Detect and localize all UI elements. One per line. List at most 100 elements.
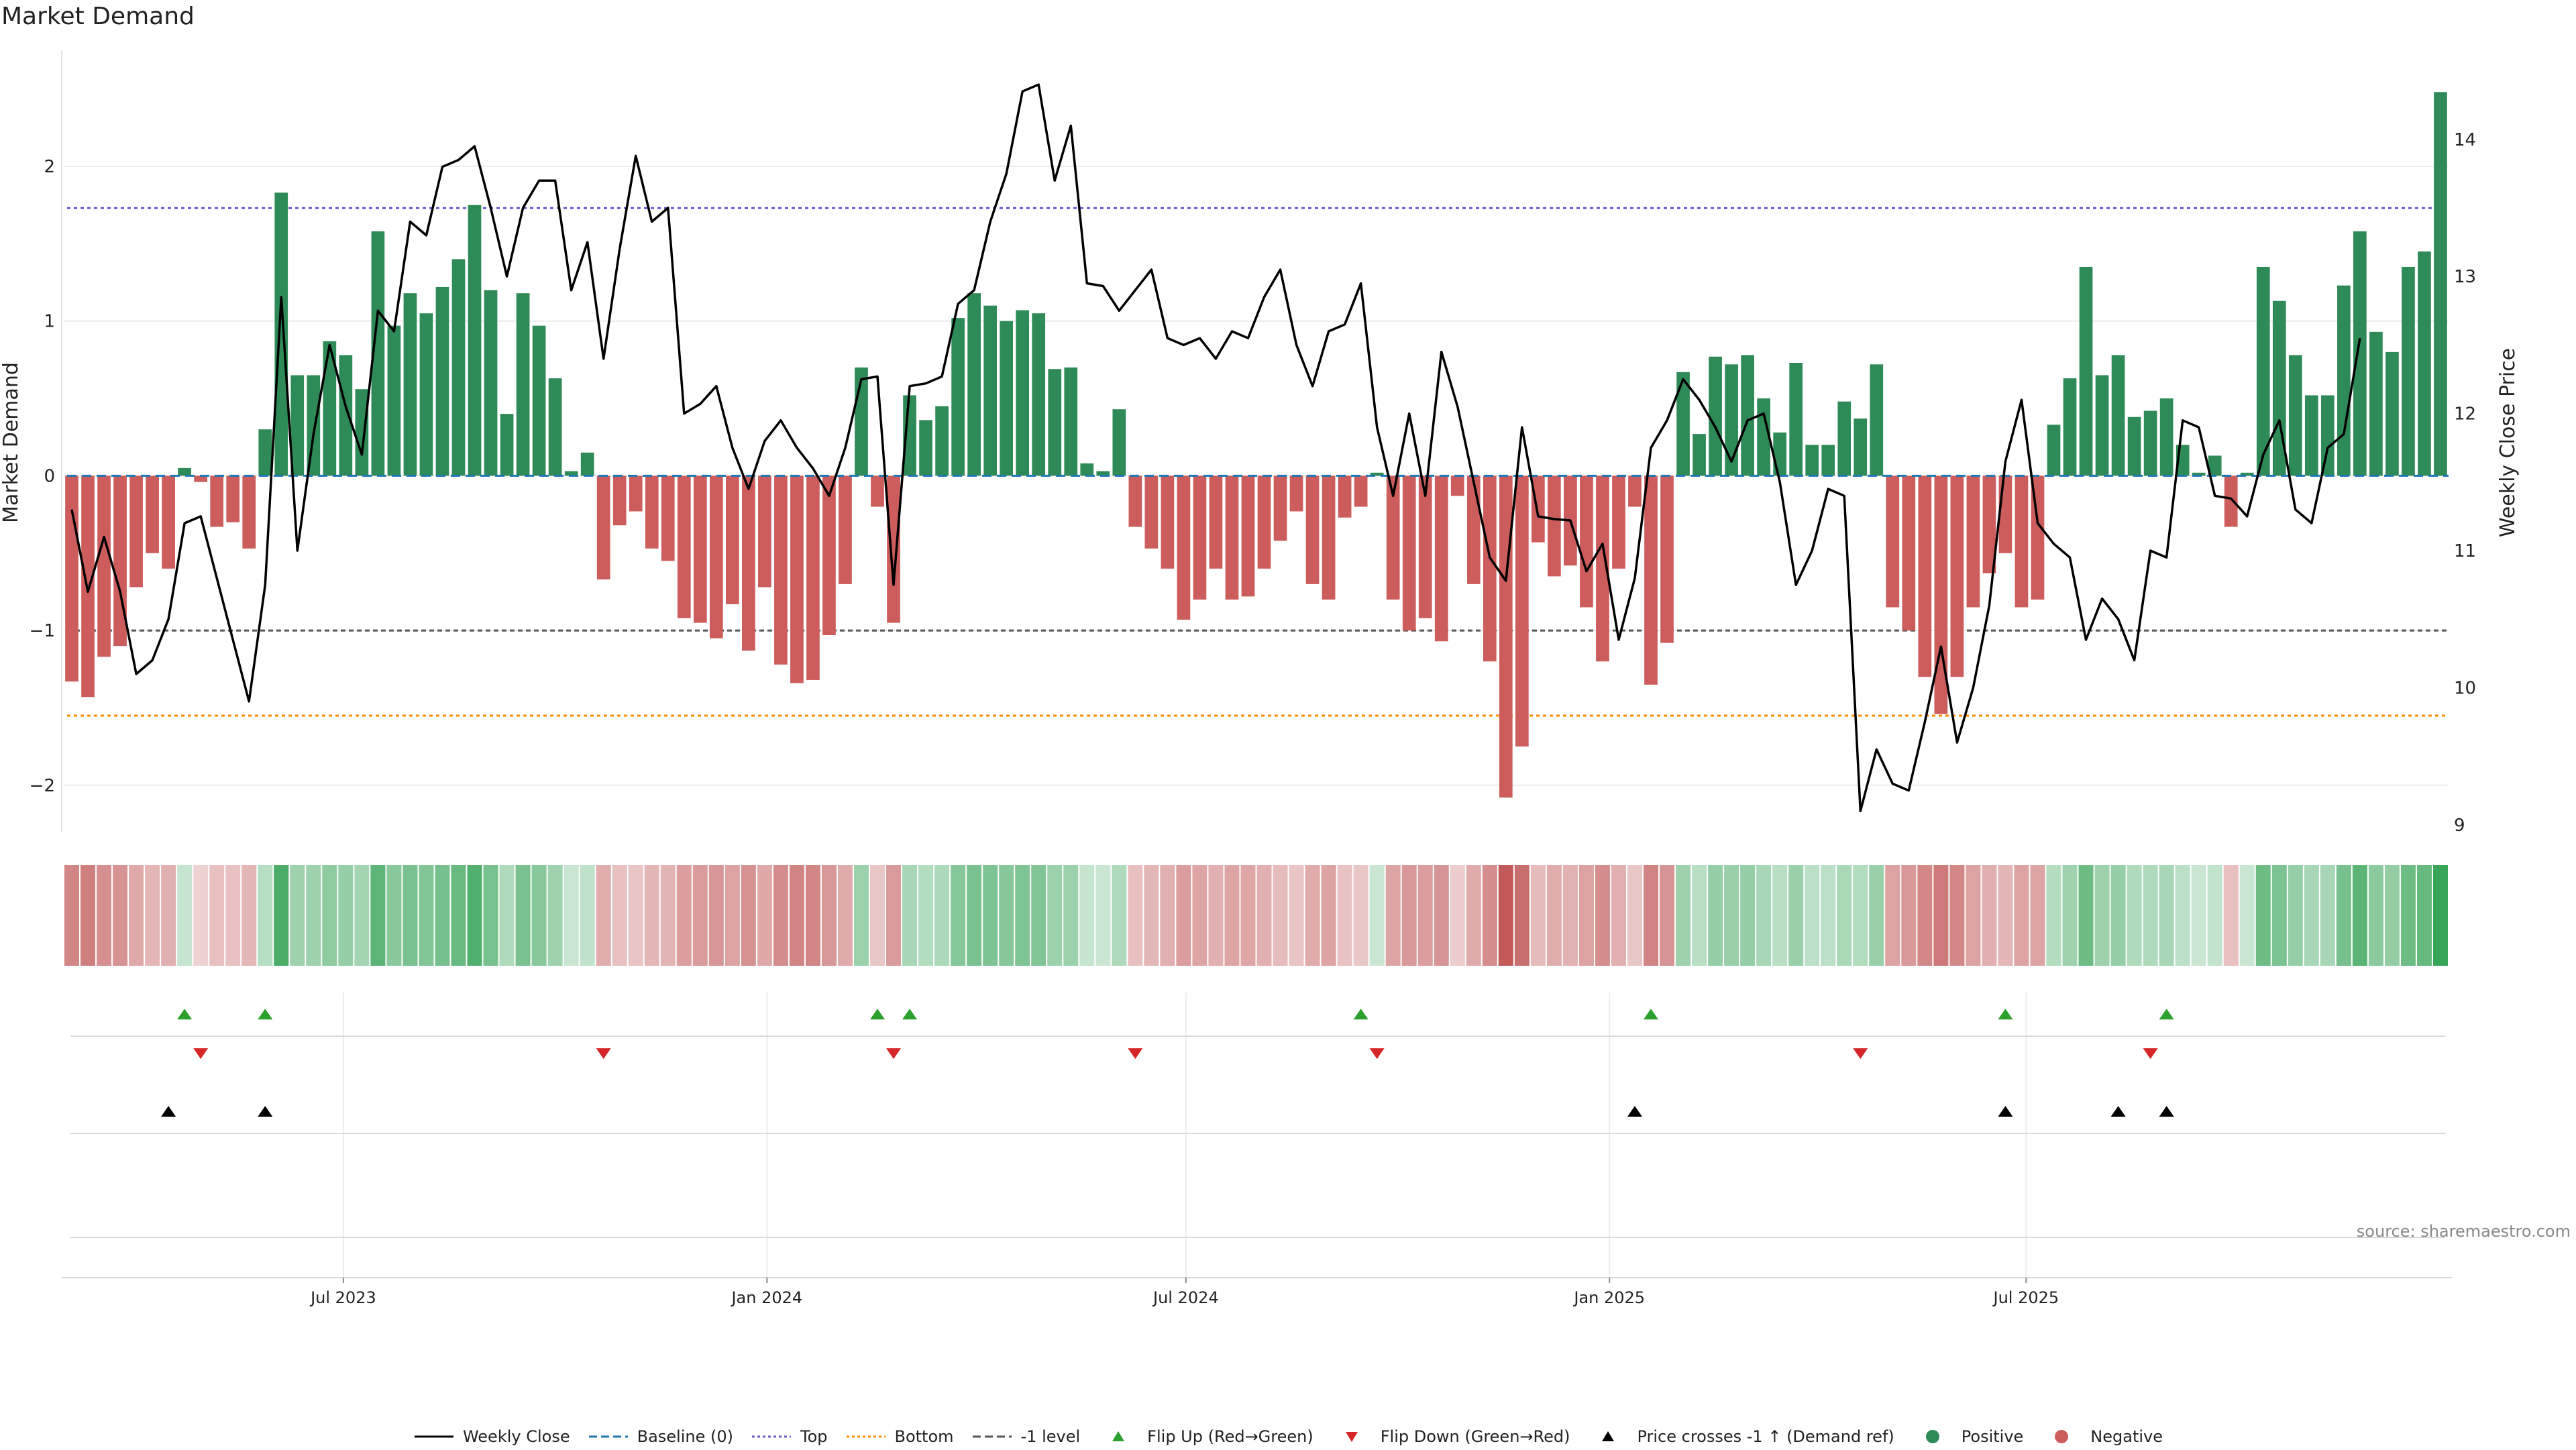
heat-cell — [2255, 865, 2271, 966]
legend-label: Bottom — [894, 1427, 954, 1446]
heat-cell — [2384, 865, 2400, 966]
legend-item-minus1: -1 level — [971, 1427, 1080, 1446]
demand-bar — [822, 476, 836, 636]
demand-bar — [419, 313, 433, 476]
demand-bar — [162, 476, 175, 569]
demand-bar — [967, 293, 981, 476]
heat-cell — [1224, 865, 1240, 966]
heat-cell — [2175, 865, 2190, 966]
demand-bar — [1854, 419, 1868, 476]
heat-cell — [1063, 865, 1079, 966]
demand-bar — [2079, 266, 2093, 476]
heat-cell — [1466, 865, 1481, 966]
heat-cell — [1353, 865, 1368, 966]
heat-cell — [1176, 865, 1191, 966]
demand-bar — [887, 476, 900, 623]
demand-bar — [2159, 398, 2174, 476]
demand-bar — [709, 476, 723, 638]
flip-up-marker — [870, 1009, 885, 1019]
heat-cell — [1643, 865, 1659, 966]
demand-bar — [1032, 313, 1046, 476]
heat-cell — [692, 865, 708, 966]
demand-bar — [1725, 364, 1738, 476]
flip-up-marker — [902, 1009, 918, 1019]
heat-cell — [467, 865, 482, 966]
demand-bar — [1741, 355, 1754, 476]
x-tick-label: Jul 2025 — [1992, 1288, 2059, 1307]
heat-cell — [2094, 865, 2110, 966]
heat-cell — [2207, 865, 2222, 966]
heat-cell — [902, 865, 918, 966]
heat-cell — [1611, 865, 1626, 966]
price-cross-marker — [2159, 1106, 2174, 1117]
y-tick-label: −2 — [30, 776, 55, 796]
demand-bar — [839, 476, 852, 584]
demand-bar — [97, 476, 111, 657]
heat-cell — [1530, 865, 1546, 966]
heat-cell — [1160, 865, 1175, 966]
legend-item-price: Weekly Close — [413, 1427, 570, 1446]
demand-bar — [1064, 367, 1078, 476]
heat-cell — [1708, 865, 1723, 966]
demand-bar — [612, 476, 627, 526]
demand-bar — [774, 476, 788, 665]
chart-legend: Weekly Close Baseline (0) Top Bottom -1 leve… — [0, 1423, 2576, 1450]
heat-cell — [660, 865, 676, 966]
demand-bar — [1580, 476, 1593, 608]
legend-symbol-icon — [1587, 1429, 1629, 1445]
heat-cell — [1514, 865, 1529, 966]
demand-bar — [1096, 471, 1110, 476]
heat-cell — [1982, 865, 1997, 966]
heat-cell — [1853, 865, 1868, 966]
legend-label: Flip Down (Green→Red) — [1380, 1427, 1570, 1446]
heat-cell — [805, 865, 820, 966]
demand-bar — [629, 476, 643, 512]
demand-bar — [806, 476, 820, 680]
heat-cell — [2191, 865, 2206, 966]
heat-cell — [1273, 865, 1288, 966]
legend-label: Top — [800, 1427, 828, 1446]
demand-bar — [516, 293, 530, 476]
heat-cell — [1901, 865, 1917, 966]
demand-bar — [1660, 476, 1674, 643]
y-tick-label: −1 — [30, 621, 55, 641]
heat-cell — [274, 865, 289, 966]
legend-symbol-icon — [1097, 1429, 1139, 1445]
heat-cell — [1805, 865, 1820, 966]
legend-item-cross: Price crosses -1 ↑ (Demand ref) — [1587, 1427, 1894, 1446]
heat-cell — [370, 865, 386, 966]
price-cross-marker — [161, 1106, 176, 1117]
heat-cell — [1031, 865, 1046, 966]
demand-bar — [1773, 432, 1787, 476]
demand-bar — [693, 476, 707, 623]
y2-tick-label: 13 — [2454, 267, 2476, 287]
heat-cell — [1305, 865, 1320, 966]
demand-bar — [290, 375, 305, 476]
demand-bar — [2288, 355, 2302, 476]
flip-up-marker — [1353, 1009, 1368, 1019]
demand-bar — [2337, 285, 2351, 476]
heat-cell — [2288, 865, 2303, 966]
heat-cell — [193, 865, 209, 966]
heat-cell — [1079, 865, 1095, 966]
heat-cell — [1966, 865, 1981, 966]
legend-symbol-icon — [2041, 1429, 2082, 1445]
demand-bar — [2369, 331, 2383, 476]
demand-bar — [1338, 476, 1352, 518]
demand-bar — [1434, 476, 1448, 642]
flip-up-marker — [2159, 1009, 2174, 1019]
heat-cell — [853, 865, 869, 966]
demand-bar — [1998, 476, 2012, 553]
heat-cell — [837, 865, 853, 966]
flip-down-marker — [1369, 1048, 1385, 1059]
demand-bar — [226, 476, 240, 522]
demand-bar — [1193, 476, 1207, 600]
heat-cell — [451, 865, 466, 966]
demand-bar — [661, 476, 675, 561]
demand-bar — [2320, 395, 2334, 476]
demand-bar — [2111, 355, 2125, 476]
heat-cell — [1482, 865, 1497, 966]
heat-cell — [1917, 865, 1933, 966]
demand-bar — [210, 476, 224, 527]
heat-cell — [2223, 865, 2239, 966]
